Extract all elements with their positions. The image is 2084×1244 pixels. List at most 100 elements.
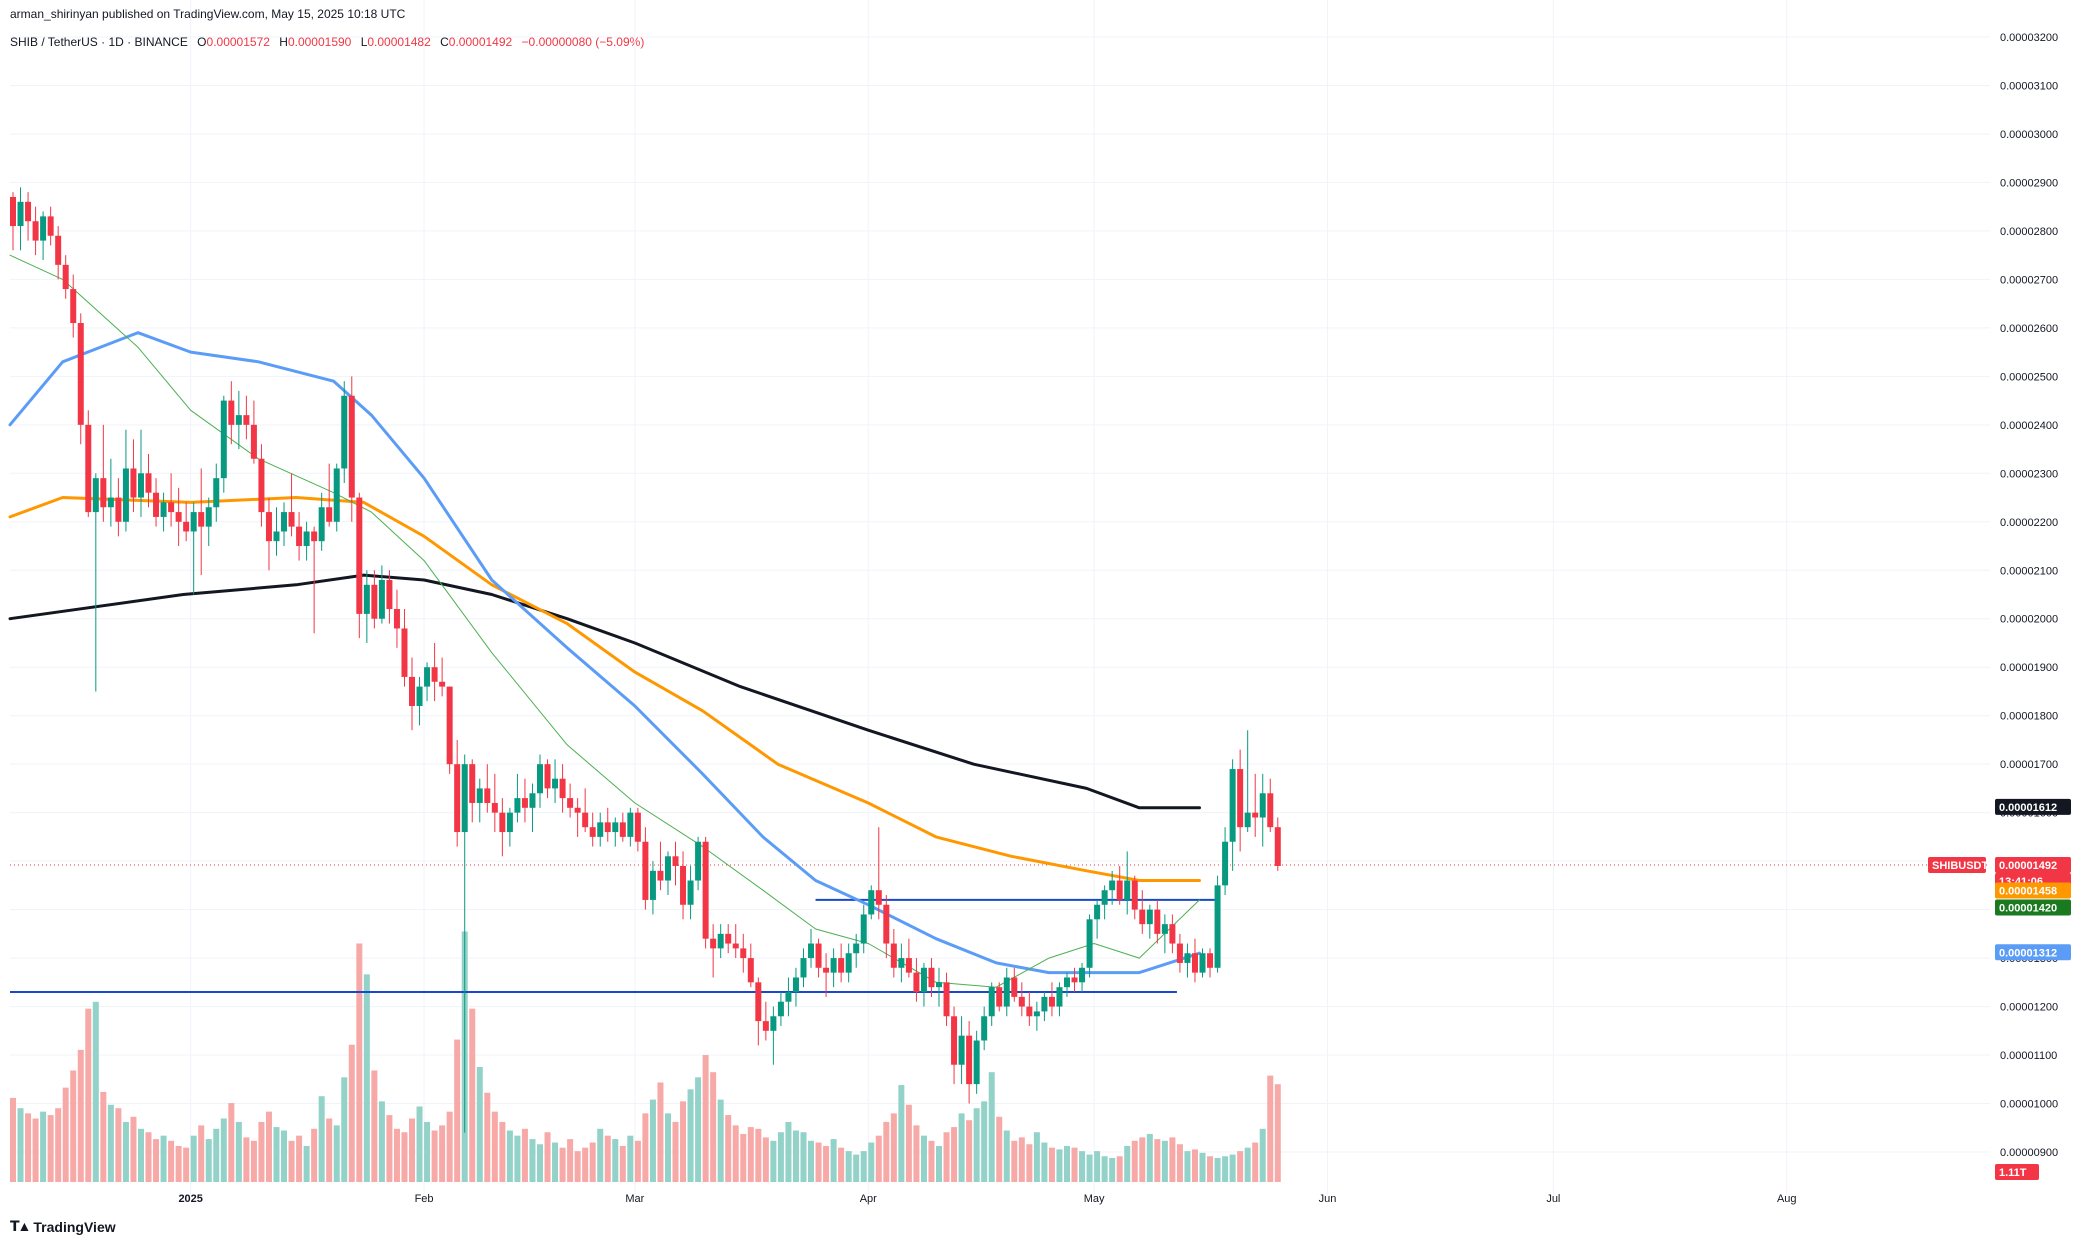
symbol-name[interactable]: SHIB / TetherUS · 1D · BINANCE — [10, 35, 188, 49]
candle-body — [183, 521, 190, 532]
candle-body — [589, 827, 596, 837]
candle-body — [296, 526, 303, 547]
volume-bar — [680, 1101, 687, 1182]
volume-bar — [898, 1085, 905, 1182]
volume-bar — [1026, 1144, 1033, 1182]
y-tick-label: 0.00002000 — [2000, 614, 2058, 626]
candle-body — [77, 323, 84, 425]
y-tick-label: 0.00002700 — [2000, 274, 2058, 286]
volume-bar — [1146, 1133, 1153, 1182]
moving-averages — [8, 254, 1201, 988]
y-tick-label: 0.00003100 — [2000, 80, 2058, 92]
support-lines[interactable] — [10, 898, 1215, 994]
price-tag — [1995, 798, 2071, 815]
candle-body — [454, 764, 461, 833]
volume-bar — [672, 1121, 679, 1182]
candle-body — [687, 880, 694, 905]
candle-body — [92, 478, 99, 513]
candle-body — [378, 579, 385, 619]
candle-body — [536, 764, 543, 794]
volume-bar — [559, 1147, 566, 1182]
volume-bar — [649, 1099, 656, 1182]
candle-body — [1222, 841, 1229, 886]
volume-bar — [491, 1111, 498, 1182]
candle-body — [198, 512, 205, 527]
tradingview-logo[interactable]: 𝗧▲ TradingView — [10, 1218, 116, 1235]
volume-bar — [130, 1116, 137, 1182]
volume-bar — [1079, 1151, 1086, 1182]
volume-bar — [574, 1151, 581, 1182]
candle-body — [958, 1035, 965, 1065]
volume-bar — [996, 1116, 1003, 1182]
candle-body — [928, 967, 935, 988]
candle-body — [612, 822, 619, 833]
volume-bar — [830, 1139, 837, 1182]
price-tag — [1995, 882, 2071, 899]
candle-body — [1109, 880, 1116, 891]
moving-average-line — [8, 573, 1201, 810]
volume-bar — [92, 1001, 99, 1182]
candle-body — [115, 497, 122, 522]
candle-body — [664, 856, 671, 881]
candle-body — [17, 201, 24, 227]
volume-bar — [424, 1121, 431, 1182]
volume-bar — [1041, 1142, 1048, 1182]
candle-body — [85, 424, 92, 513]
candle-body — [943, 982, 950, 1017]
volume-bar — [981, 1101, 988, 1182]
y-tick-label: 0.00001000 — [2000, 1099, 2058, 1111]
volume-bar — [454, 1039, 461, 1182]
x-tick-label: Feb — [415, 1193, 434, 1205]
volume-bar — [1018, 1137, 1025, 1182]
volume-bar — [1267, 1075, 1274, 1182]
volume-bar — [77, 1049, 84, 1182]
candle-body — [431, 667, 438, 682]
volume-bar — [552, 1142, 559, 1182]
candle-body — [1169, 924, 1176, 944]
price-tag — [1995, 944, 2071, 961]
volume-bar — [281, 1130, 288, 1182]
volume-bar — [717, 1099, 724, 1182]
candle-body — [168, 502, 175, 513]
volume-bar — [544, 1132, 551, 1182]
candle-body — [567, 798, 574, 808]
candle-body — [898, 958, 905, 968]
candle-body — [1191, 953, 1198, 973]
candle-body — [830, 958, 837, 973]
volume-bar — [943, 1132, 950, 1182]
time-axis[interactable]: 2025 Feb Mar Apr May Jun Jul Aug — [178, 1193, 1796, 1205]
volume-bar — [1131, 1140, 1138, 1182]
volume-bar — [710, 1072, 717, 1182]
candle-body — [890, 943, 897, 968]
price-axis[interactable]: 0.00003200 0.00003100 0.00003000 0.00002900… — [2000, 32, 2058, 1159]
candle-body — [122, 468, 129, 522]
price-tag-label: 0.00001492 — [1999, 860, 2057, 872]
candle-body — [326, 507, 333, 522]
candle-body — [356, 497, 363, 614]
candle-body — [341, 395, 348, 469]
candle-body — [973, 1040, 980, 1085]
candle-body — [1003, 977, 1010, 1007]
volume-bar — [258, 1121, 265, 1182]
candle-body — [1131, 880, 1138, 910]
candle-body — [860, 914, 867, 944]
price-tag-label: 0.00001458 — [1999, 886, 2057, 898]
volume-bar — [303, 1145, 310, 1182]
candle-body — [220, 400, 227, 479]
volume-bar — [951, 1127, 958, 1182]
volume-bar — [1094, 1151, 1101, 1182]
candle-body — [815, 943, 822, 968]
volume-bar — [521, 1128, 528, 1182]
volume-bar — [288, 1140, 295, 1182]
candle-body — [1259, 793, 1266, 818]
volume-bar — [85, 1008, 92, 1182]
candle-body — [695, 841, 702, 881]
volume-bar — [958, 1113, 965, 1182]
volume-bar — [1048, 1147, 1055, 1182]
tradingview-logo-icon: 𝗧▲ — [10, 1218, 31, 1234]
candle-body — [303, 531, 310, 547]
volume-bar — [1011, 1140, 1018, 1182]
volume-bar — [409, 1118, 416, 1182]
volume-bar — [529, 1139, 536, 1182]
